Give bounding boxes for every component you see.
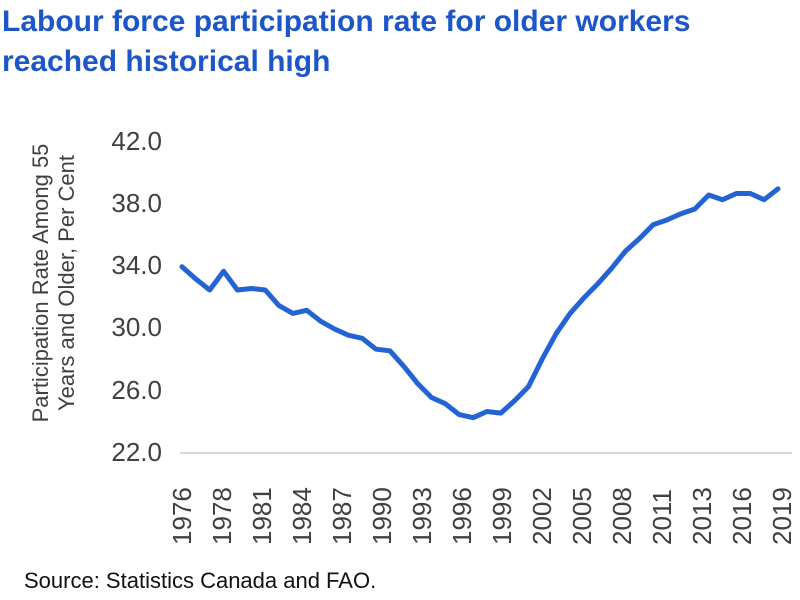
chart-title-line-1: Labour force participation rate for olde… — [2, 5, 691, 38]
x-tick-label: 1981 — [247, 487, 277, 545]
x-tick-label: 1987 — [327, 487, 357, 545]
x-tick-label: 1978 — [207, 487, 237, 545]
x-tick-label: 1984 — [287, 487, 317, 545]
x-tick-label: 1999 — [487, 487, 517, 545]
y-tick-label: 34.0 — [111, 250, 162, 281]
x-tick-label: 1993 — [407, 487, 437, 545]
x-tick-label: 2016 — [727, 487, 757, 545]
x-tick-label: 2002 — [527, 487, 557, 545]
chart-title-line-2: reached historical high — [2, 45, 331, 78]
x-tick-label: 2019 — [767, 487, 797, 545]
y-tick-label: 38.0 — [111, 187, 162, 218]
y-tick-label: 30.0 — [111, 312, 162, 343]
participation-rate-line — [179, 186, 781, 421]
x-tick-label: 2013 — [687, 487, 717, 545]
x-tick-label: 2011 — [647, 489, 677, 545]
y-tick-label: 26.0 — [111, 374, 162, 405]
x-tick-label: 1976 — [167, 487, 197, 545]
x-tick-label: 2008 — [607, 487, 637, 545]
x-tick-label: 1996 — [447, 487, 477, 545]
chart-title: Labour force participation rate for olde… — [2, 2, 798, 82]
y-tick-label: 42.0 — [111, 125, 162, 156]
y-tick-label: 22.0 — [111, 437, 162, 467]
source-note: Source: Statistics Canada and FAO. — [24, 568, 377, 593]
x-tick-label: 2005 — [567, 487, 597, 545]
x-tick-label: 1990 — [367, 487, 397, 545]
